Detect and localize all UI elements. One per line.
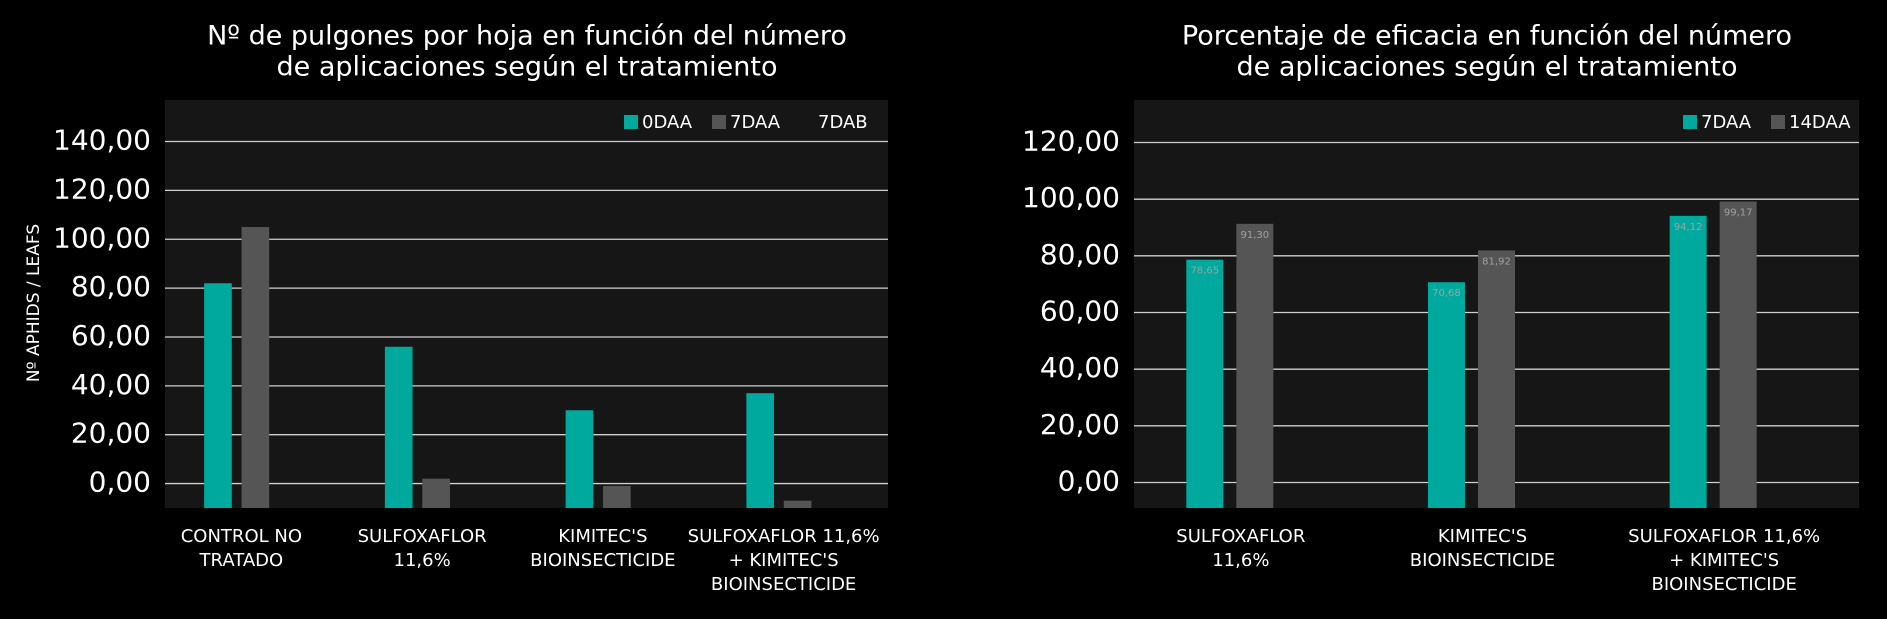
x-tick-label: 11,6% xyxy=(394,550,451,571)
legend-swatch xyxy=(800,115,814,129)
x-tick-label: SULFOXAFLOR xyxy=(1176,526,1305,547)
legend-swatch xyxy=(712,115,726,129)
chart-title: Nº de pulgones por hoja en función del n… xyxy=(207,21,847,52)
bar xyxy=(422,478,450,508)
y-tick-label: 140,00 xyxy=(53,124,151,157)
bar xyxy=(746,393,775,508)
x-tick-label: KIMITEC'S xyxy=(558,526,647,547)
y-axis-label: Nº APHIDS / LEAFS xyxy=(24,224,44,382)
data-label: 91,30 xyxy=(1241,230,1270,241)
y-tick-label: 60,00 xyxy=(71,319,151,352)
y-tick-label: 80,00 xyxy=(1040,238,1120,271)
data-label: 70,68 xyxy=(1432,288,1461,299)
data-label: 81,92 xyxy=(1482,256,1511,267)
x-tick-label: + KIMITEC'S xyxy=(1669,550,1779,571)
bar xyxy=(1186,259,1224,508)
x-tick-label: SULFOXAFLOR xyxy=(358,526,487,547)
legend-label: 7DAB xyxy=(818,112,868,133)
legend-swatch xyxy=(1771,115,1785,129)
bar xyxy=(565,410,594,508)
x-tick-label: BIOINSECTICIDE xyxy=(1651,574,1796,595)
bar xyxy=(1719,201,1757,509)
data-label: 99,17 xyxy=(1724,208,1753,219)
chart-title: de aplicaciones según el tratamiento xyxy=(1237,52,1738,83)
x-tick-label: SULFOXAFLOR 11,6% xyxy=(688,526,880,547)
legend-label: 7DAA xyxy=(1701,112,1752,133)
legend-label: 14DAA xyxy=(1789,112,1851,133)
plot-area xyxy=(165,100,888,508)
bar xyxy=(1427,282,1465,508)
bar xyxy=(204,283,232,508)
x-tick-label: CONTROL NO xyxy=(181,526,302,547)
y-tick-label: 0,00 xyxy=(89,466,151,499)
x-tick-label: BIOINSECTICIDE xyxy=(1410,550,1555,571)
x-tick-label: + KIMITEC'S xyxy=(729,550,839,571)
y-tick-label: 120,00 xyxy=(53,172,151,205)
y-tick-label: 100,00 xyxy=(53,221,151,254)
data-label: 78,65 xyxy=(1190,266,1219,277)
legend-swatch xyxy=(624,115,638,129)
bar xyxy=(783,500,812,508)
data-label: 94,12 xyxy=(1674,222,1703,233)
y-tick-label: 20,00 xyxy=(71,417,151,450)
y-tick-label: 20,00 xyxy=(1040,408,1120,441)
y-tick-label: 120,00 xyxy=(1022,125,1120,158)
y-tick-label: 80,00 xyxy=(71,270,151,303)
y-tick-label: 0,00 xyxy=(1058,465,1120,498)
y-tick-label: 100,00 xyxy=(1022,181,1120,214)
x-tick-label: BIOINSECTICIDE xyxy=(711,574,856,595)
bar xyxy=(1236,223,1274,509)
y-tick-label: 40,00 xyxy=(71,368,151,401)
bar xyxy=(241,227,270,508)
bar xyxy=(603,486,631,508)
bar xyxy=(1478,250,1515,509)
y-tick-label: 60,00 xyxy=(1040,295,1120,328)
bar xyxy=(384,346,413,508)
legend-label: 7DAA xyxy=(730,112,781,133)
x-tick-label: BIOINSECTICIDE xyxy=(530,550,675,571)
legend-swatch xyxy=(1683,115,1697,129)
x-tick-label: TRATADO xyxy=(199,550,284,571)
bar xyxy=(1669,215,1707,508)
chart-title: Porcentaje de eficacia en función del nú… xyxy=(1182,21,1792,52)
x-tick-label: KIMITEC'S xyxy=(1438,526,1527,547)
y-tick-label: 40,00 xyxy=(1040,351,1120,384)
x-tick-label: SULFOXAFLOR 11,6% xyxy=(1628,526,1820,547)
legend-label: 0DAA xyxy=(642,112,693,133)
chart-title: de aplicaciones según el tratamiento xyxy=(277,52,778,83)
x-tick-label: 11,6% xyxy=(1212,550,1269,571)
